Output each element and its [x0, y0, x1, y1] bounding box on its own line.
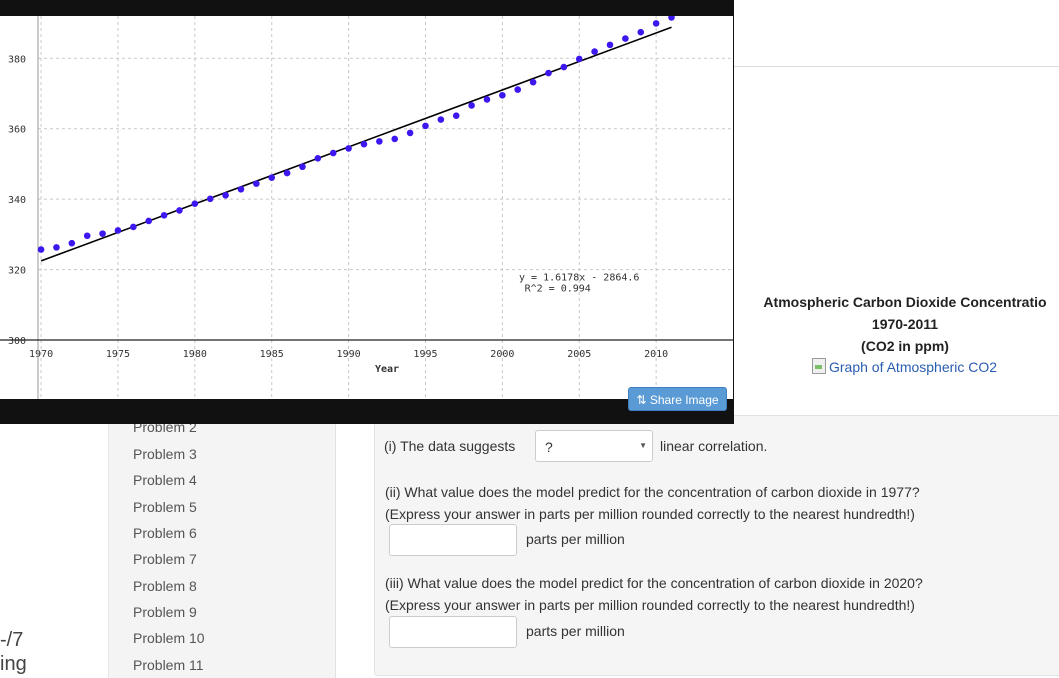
graph-image-link[interactable]: Graph of Atmospheric CO2: [812, 358, 997, 375]
x-tick-label: 1995: [413, 349, 437, 360]
data-point: [437, 116, 445, 123]
graph-years: 1970-2011: [871, 316, 939, 332]
q3-instruction: (Express your answer in parts per millio…: [385, 597, 915, 613]
data-point: [160, 212, 168, 219]
data-point: [329, 149, 337, 157]
share-image-label: Share Image: [649, 393, 719, 407]
correlation-select[interactable]: ? ▼: [535, 430, 653, 462]
x-axis-label: Year: [375, 364, 399, 375]
q2-answer-input[interactable]: [389, 524, 517, 556]
data-point: [345, 145, 352, 152]
data-point: [452, 112, 460, 119]
sidebar-item-problem-10[interactable]: Problem 10: [133, 630, 205, 646]
q1-suffix: linear correlation.: [660, 438, 768, 454]
dropdown-caret-icon: ▼: [639, 441, 647, 450]
data-point: [314, 154, 322, 162]
data-point: [360, 140, 368, 148]
data-point: [237, 185, 245, 193]
left-cut-text-1: -/7: [0, 629, 24, 651]
q3-unit: parts per million: [526, 623, 625, 639]
graph-units: (CO2 in ppm): [861, 338, 949, 354]
data-point: [145, 217, 153, 225]
regression-equation: y = 1.6178x - 2864.6: [519, 273, 639, 284]
data-point: [253, 180, 260, 187]
data-point: [176, 207, 183, 214]
y-tick-label: 360: [8, 125, 26, 136]
data-point: [130, 223, 137, 231]
x-tick-label: 2010: [644, 349, 668, 360]
y-tick-label: 300: [8, 336, 26, 347]
q3-answer-input[interactable]: [389, 616, 517, 648]
y-tick-label: 340: [8, 195, 26, 206]
broken-image-icon: [812, 358, 826, 374]
q2-unit: parts per million: [526, 531, 625, 547]
x-tick-label: 1970: [29, 349, 53, 360]
share-image-button[interactable]: ⇅ Share Image: [628, 387, 727, 411]
left-cut-text-2: ing: [0, 653, 27, 675]
chart-area: 300 320 340 360 380 1970 1975 1980 1985 1990 1995 2…: [0, 14, 733, 411]
sidebar-item-problem-5[interactable]: Problem 5: [133, 499, 197, 515]
data-point: [483, 96, 491, 103]
share-icon: ⇅: [636, 393, 647, 407]
graph-title: Atmospheric Carbon Dioxide Concentratio: [763, 294, 1047, 310]
data-point: [606, 41, 614, 49]
data-point: [114, 227, 122, 234]
q2-text: (ii) What value does the model predict f…: [385, 484, 920, 500]
r-squared-label: R^2 = 0.994: [525, 284, 591, 295]
x-tick-label: 2000: [490, 349, 514, 360]
x-tick-label: 1985: [260, 349, 284, 360]
sidebar-item-problem-11[interactable]: Problem 11: [133, 657, 204, 673]
x-tick-label: 1975: [106, 349, 130, 360]
co2-scatter-chart: 300 320 340 360 380 1970 1975 1980 1985 1990 1995 2…: [0, 14, 733, 399]
data-point: [514, 86, 522, 93]
x-tick-label: 1990: [337, 349, 361, 360]
header-divider: [733, 66, 1059, 67]
data-point: [53, 244, 60, 251]
y-tick-label: 320: [8, 266, 26, 277]
data-point: [99, 230, 106, 237]
x-tick-label: 2005: [567, 349, 591, 360]
data-point: [591, 48, 598, 55]
graph-caption: Atmospheric Carbon Dioxide Concentratio …: [740, 291, 1059, 357]
y-tick-label: 380: [8, 54, 26, 65]
data-point: [191, 200, 199, 208]
problem-sidebar: Problem 2 Problem 3 Problem 4 Problem 5 …: [108, 415, 336, 678]
data-point: [222, 191, 229, 199]
q1-prefix: (i) The data suggests: [384, 438, 516, 454]
data-point: [406, 129, 414, 137]
sidebar-item-problem-7[interactable]: Problem 7: [133, 551, 197, 567]
data-point: [575, 55, 583, 63]
data-point: [652, 20, 660, 27]
data-point: [376, 138, 383, 145]
data-point: [499, 91, 506, 99]
sidebar-item-problem-6[interactable]: Problem 6: [133, 525, 197, 541]
sidebar-item-problem-8[interactable]: Problem 8: [133, 578, 197, 594]
sidebar-item-problem-3[interactable]: Problem 3: [133, 446, 197, 462]
chart-popup: 300 320 340 360 380 1970 1975 1980 1985 1990 1995 2…: [0, 0, 734, 424]
correlation-select-value: ?: [545, 439, 553, 455]
x-tick-label: 1980: [183, 349, 207, 360]
sidebar-item-problem-4[interactable]: Problem 4: [133, 472, 197, 488]
data-point: [468, 102, 475, 109]
data-point: [268, 174, 276, 181]
data-point: [668, 14, 675, 21]
data-point: [560, 63, 568, 71]
data-point: [529, 78, 537, 86]
data-point: [299, 163, 306, 171]
data-point: [545, 69, 552, 77]
data-point: [391, 135, 399, 143]
data-point: [283, 169, 291, 177]
data-point: [37, 246, 45, 253]
data-point: [83, 232, 91, 240]
q2-instruction: (Express your answer in parts per millio…: [385, 506, 915, 522]
data-point: [622, 35, 629, 42]
data-point: [68, 239, 76, 247]
graph-image-alt: Graph of Atmospheric CO2: [829, 359, 998, 375]
sidebar-item-problem-9[interactable]: Problem 9: [133, 604, 197, 620]
q3-text: (iii) What value does the model predict …: [385, 575, 923, 591]
data-point: [422, 122, 429, 130]
data-point: [206, 195, 214, 203]
data-point: [637, 28, 645, 36]
